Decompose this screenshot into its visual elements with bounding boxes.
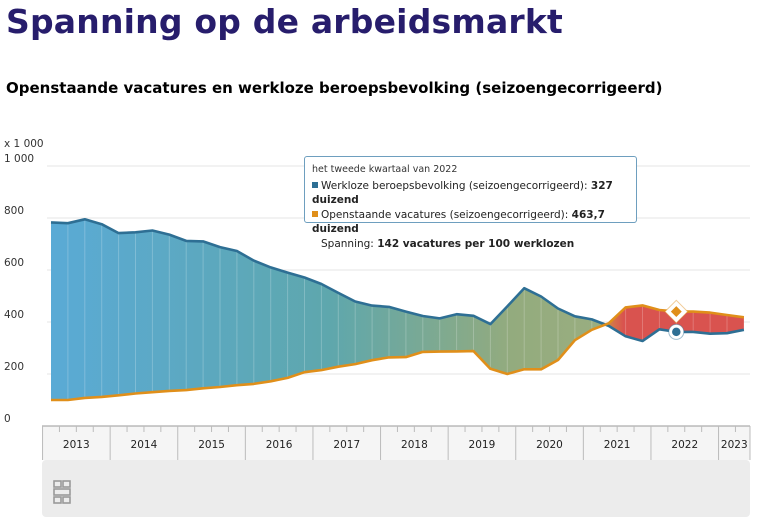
y-tick-label: 0: [4, 413, 11, 425]
tooltip-unemployed-label: Werkloze beroepsbevolking (seizoengecorr…: [321, 179, 588, 192]
x-tick-label: 2021: [604, 439, 631, 451]
x-tick-label: 2016: [266, 439, 293, 451]
x-tick-label: 2015: [198, 439, 225, 451]
x-axis-band: [42, 426, 750, 460]
area-vacancies-above: [605, 305, 744, 341]
y-axis: 0 200 400 600 800 1 000 x 1 000: [4, 138, 44, 425]
y-tick-label: 400: [4, 309, 24, 321]
y-tick-label: 200: [4, 361, 24, 373]
tooltip-tension-value: 142 vacatures per 100 werklozen: [377, 237, 575, 250]
hover-markers: [664, 299, 689, 340]
x-tick-label: 2022: [671, 439, 698, 451]
line-unemployed: [50, 218, 745, 343]
x-tick-label: 2017: [333, 439, 360, 451]
tooltip-row-tension: Spanning: 142 vacatures per 100 werkloze…: [312, 237, 636, 252]
y-unit-label: x 1 000: [4, 138, 44, 150]
tooltip-row-vacancies: Openstaande vacatures (seizoengecorrigee…: [312, 208, 636, 237]
x-axis: 2013 2014 2015 2016 2017 2018 2019 2020 2021 2022…: [42, 425, 751, 460]
tooltip-vacancies-value: 463,7 duizend: [312, 208, 605, 236]
marker-vacancies: [669, 304, 684, 319]
tooltip-vacancies-label: Openstaande vacatures (seizoengecorrigee…: [321, 208, 569, 221]
x-tick-label: 2013: [63, 439, 90, 451]
series-lines: [50, 218, 745, 402]
x-tick-label: 2019: [469, 439, 496, 451]
area-unemployed-above: [51, 219, 606, 400]
chart-footer: [42, 460, 750, 517]
vacancies-swatch: [312, 210, 318, 217]
marker-unemployed: [670, 326, 683, 338]
y-tick-label: 600: [4, 257, 24, 269]
tooltip-row-unemployed: Werkloze beroepsbevolking (seizoengecorr…: [312, 179, 636, 208]
line-vacancies: [51, 304, 745, 402]
y-tick-label: 1 000: [4, 153, 34, 165]
page-title: Spanning op de arbeidsmarkt: [6, 2, 564, 41]
x-tick-label: 2020: [536, 439, 563, 451]
tooltip-period: het tweede kwartaal van 2022: [312, 164, 458, 175]
unemployed-swatch: [312, 181, 318, 188]
chart-title: Openstaande vacatures en werkloze beroep…: [6, 79, 663, 97]
chart-areas: [51, 219, 744, 400]
tooltip-tension-label: Spanning:: [321, 237, 374, 250]
x-tick-label: 2023: [721, 439, 748, 451]
x-tick-label: 2014: [131, 439, 158, 451]
y-tick-label: 800: [4, 205, 24, 217]
tooltip-unemployed-value: 327 duizend: [312, 179, 613, 207]
x-tick-label: 2018: [401, 439, 428, 451]
cbs-logo-icon: [53, 480, 71, 504]
tooltip: het tweede kwartaal van 2022 Werkloze be…: [304, 156, 637, 250]
